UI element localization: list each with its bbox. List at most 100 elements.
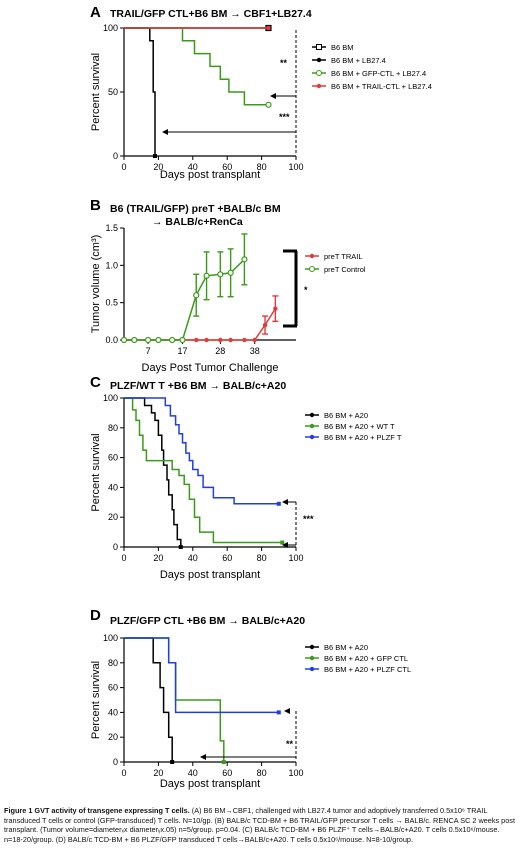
panel-d: D PLZF/GFP CTL +B6 BM → BALB/c+A20 0 20 40 60… xyxy=(90,607,411,790)
data-point xyxy=(155,336,162,344)
legend-entry: B6 BM + TRAIL-CTL + LB27.4 xyxy=(331,82,432,91)
end-marker xyxy=(266,26,271,30)
y-axis-label: Percent survival xyxy=(90,661,102,739)
y-tick-label: 50 xyxy=(108,87,118,97)
series-2 xyxy=(124,397,285,545)
arrow-head xyxy=(282,542,288,548)
y-tick-label: 0.0 xyxy=(105,335,118,345)
series-2 xyxy=(124,27,157,158)
x-tick-label: 0 xyxy=(121,553,126,563)
panel-title: PLZF/WT T +B6 BM → BALB/c+A20 xyxy=(110,380,286,392)
y-tick-label: 100 xyxy=(103,633,118,643)
legend-marker xyxy=(309,655,315,661)
data-point xyxy=(194,337,199,343)
y-tick-label: 0 xyxy=(113,151,118,161)
x-tick-label: 80 xyxy=(257,162,267,172)
series-line xyxy=(124,258,245,341)
end-marker xyxy=(170,760,175,764)
y-tick-label: 40 xyxy=(108,707,118,717)
data-point xyxy=(242,337,247,343)
series-line xyxy=(124,27,156,156)
data-point xyxy=(144,336,152,344)
panel-title: B6 (TRAIL/GFP) preT +BALB/c BM xyxy=(110,203,281,215)
caption-text: (A) B6 BM→CBF1, challenged with LB27.4 t… xyxy=(4,806,515,844)
panel-letter: B xyxy=(90,197,101,214)
panel-letter: C xyxy=(90,374,101,391)
y-axis-label: Tumor volume (cm³) xyxy=(90,235,102,334)
legend-marker xyxy=(309,412,315,418)
x-tick-label: 80 xyxy=(257,768,267,778)
panel-title: TRAIL/GFP CTL+B6 BM → CBF1+LB27.4 xyxy=(110,8,312,20)
y-tick-label: 80 xyxy=(108,423,118,433)
data-point xyxy=(218,337,223,343)
x-axis-label: Days Post Tumor Challenge xyxy=(142,362,279,374)
series-2 xyxy=(120,233,248,344)
x-tick-label: 100 xyxy=(288,553,303,563)
series-1 xyxy=(124,637,175,764)
data-point xyxy=(193,292,200,299)
legend-marker xyxy=(316,83,322,89)
series-1 xyxy=(124,397,183,549)
x-axis-label: Days post transplant xyxy=(160,569,260,581)
panel-title: PLZF/GFP CTL +B6 BM → BALB/c+A20 xyxy=(110,615,305,627)
panel-letter: D xyxy=(90,607,101,624)
panel-title-line2: → BALB/c+RenCa xyxy=(152,216,243,228)
data-point xyxy=(228,337,233,343)
legend-marker xyxy=(309,253,315,259)
significance-annotations: * xyxy=(283,249,308,328)
x-axis-label: Days post transplant xyxy=(160,778,260,790)
y-tick-label: 60 xyxy=(108,683,118,693)
sig-label: * xyxy=(304,285,308,295)
data-point xyxy=(131,336,138,344)
arrow-head xyxy=(162,129,168,135)
end-marker xyxy=(265,101,272,108)
x-tick-label: 0 xyxy=(121,162,126,172)
legend-marker xyxy=(316,44,322,50)
significance-annotations: ***** xyxy=(162,30,297,155)
series-line xyxy=(124,637,173,762)
y-tick-label: 60 xyxy=(108,453,118,463)
x-tick-label: 0 xyxy=(121,768,126,778)
x-tick-label: 38 xyxy=(250,346,260,356)
x-tick-label: 40 xyxy=(188,162,198,172)
series-3 xyxy=(124,397,281,506)
series-line xyxy=(124,27,269,106)
y-tick-label: 0.5 xyxy=(105,298,118,308)
panel-b: B B6 (TRAIL/GFP) preT +BALB/c BM→ BALB/c+… xyxy=(90,197,366,374)
significance-annotations: ** xyxy=(200,708,297,761)
data-point xyxy=(252,337,257,343)
caption-title: Figure 1 GVT activity of transgene expre… xyxy=(4,806,190,815)
legend-entry: B6 BM xyxy=(331,43,354,52)
legend-marker xyxy=(309,423,315,429)
series-line xyxy=(124,637,225,762)
series-3 xyxy=(124,637,281,715)
legend-entry: B6 BM + GFP-CTL + LB27.4 xyxy=(331,69,426,78)
data-point xyxy=(179,336,186,344)
end-marker xyxy=(152,154,157,158)
x-tick-label: 60 xyxy=(222,162,232,172)
x-tick-label: 28 xyxy=(215,346,225,356)
data-point xyxy=(227,269,234,276)
legend-marker xyxy=(309,644,315,650)
data-point xyxy=(273,306,278,311)
legend-marker xyxy=(316,70,322,76)
data-point xyxy=(217,271,224,278)
legend-marker xyxy=(309,266,315,272)
series-4 xyxy=(124,26,271,30)
series-line xyxy=(124,397,279,505)
arrow-head xyxy=(284,708,290,714)
end-marker xyxy=(280,540,285,545)
y-axis-label: Percent survival xyxy=(90,53,102,131)
y-tick-label: 1.5 xyxy=(105,223,118,233)
legend-entry: B6 BM + LB27.4 xyxy=(331,56,386,65)
significance-annotations: *** xyxy=(282,499,314,548)
data-point xyxy=(204,337,209,343)
x-tick-label: 60 xyxy=(222,553,232,563)
panel-a: A TRAIL/GFP CTL+B6 BM → CBF1+LB27.4 0 50 100… xyxy=(90,4,432,181)
legend-entry: B6 BM + A20 xyxy=(324,643,368,652)
series-line xyxy=(124,397,283,544)
end-marker xyxy=(221,760,226,764)
legend-entry: preT Control xyxy=(324,265,366,274)
figure-caption: Figure 1 GVT activity of transgene expre… xyxy=(4,806,516,844)
